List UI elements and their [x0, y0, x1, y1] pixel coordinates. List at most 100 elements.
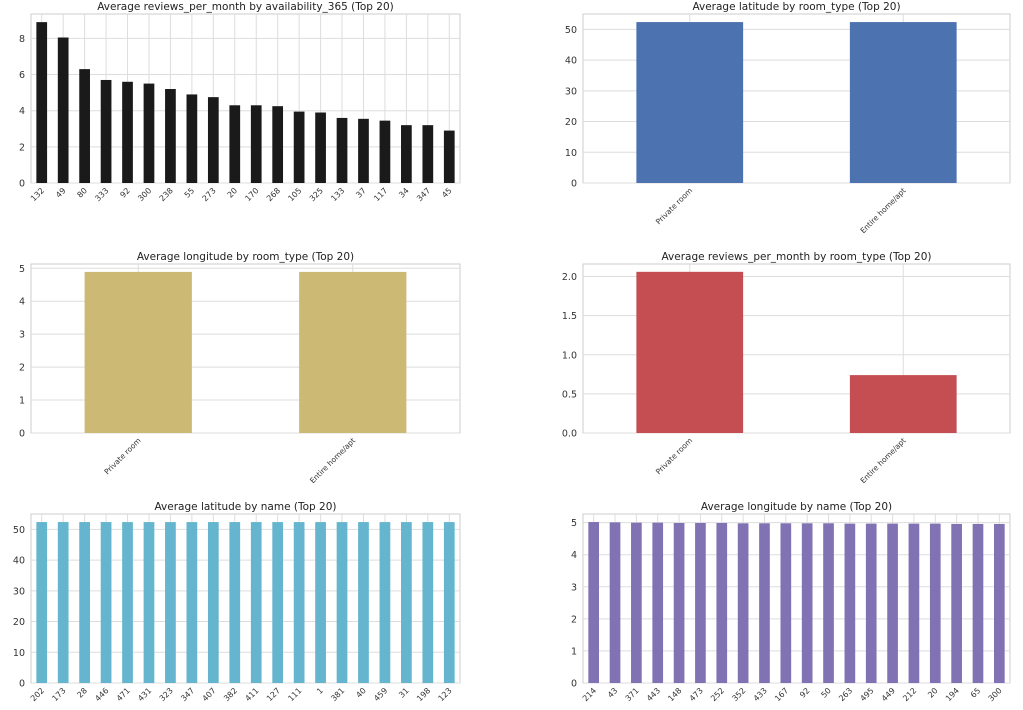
y-tick-label: 1: [19, 396, 25, 407]
x-tick-label: Entire home/apt: [858, 186, 907, 235]
y-tick-label: 0.5: [562, 389, 577, 400]
chart-title: Average reviews_per_month by availabilit…: [97, 1, 394, 13]
bar: [401, 522, 412, 683]
x-tick-label: 449: [880, 686, 897, 703]
bar: [780, 523, 792, 683]
bar: [336, 117, 348, 183]
y-tick-label: 1.0: [562, 350, 577, 361]
y-tick-label: 40: [565, 56, 577, 67]
x-tick-label: 92: [798, 686, 812, 700]
x-tick-label: 431: [136, 686, 153, 703]
x-tick-label: 495: [858, 686, 875, 703]
y-tick-label: 0: [571, 679, 577, 690]
bar: [272, 106, 284, 183]
y-tick-label: 10: [13, 648, 25, 659]
bar: [165, 89, 176, 183]
y-tick-label: 1.5: [562, 311, 577, 322]
x-tick-label: 31: [397, 686, 411, 700]
y-tick-label: 0: [19, 179, 25, 190]
bar: [36, 22, 48, 183]
bar: [207, 522, 219, 683]
x-tick-label: 443: [645, 686, 662, 703]
y-tick-label: 4: [19, 297, 25, 308]
x-tick-label: 473: [688, 686, 705, 703]
x-tick-label: 92: [118, 186, 132, 200]
x-tick-label: 45: [440, 186, 454, 200]
bar: [801, 523, 813, 683]
y-tick-label: 30: [565, 86, 577, 97]
x-tick-label: Private room: [654, 186, 694, 226]
bar: [57, 522, 69, 683]
bar: [673, 522, 685, 683]
bar: [908, 523, 920, 683]
y-tick-label: 5: [571, 518, 577, 529]
plot-area: [30, 513, 461, 684]
y-tick-label: 50: [565, 25, 577, 36]
bar: [186, 522, 198, 683]
y-tick-label: 20: [565, 117, 577, 128]
chart-panel-4: 0.0 0.5 1.0 1.5 2.0 Private room Entire home/a…: [562, 251, 1011, 485]
bar: [631, 522, 642, 683]
x-tick-label: 273: [201, 186, 218, 203]
bar: [84, 271, 192, 433]
x-tick-label: 252: [709, 686, 726, 703]
x-tick-label: Private room: [654, 436, 694, 476]
bar: [887, 523, 898, 683]
y-tick-label: 0: [19, 679, 25, 690]
x-tick-label: 238: [158, 186, 175, 203]
x-tick-label: 198: [415, 686, 432, 703]
bar: [993, 523, 1005, 683]
bar: [143, 522, 155, 683]
bar: [972, 523, 984, 683]
x-tick-label: 300: [987, 686, 1004, 703]
x-tick-label: 300: [136, 186, 153, 203]
x-tick-label: 117: [372, 186, 389, 203]
chart-panel-1: 0 2 4 6 8 132 49 80 333 92 300 238 55 273 20 170 268 105 3…: [19, 1, 461, 203]
x-tick-label: 202: [29, 686, 46, 703]
bar: [716, 522, 728, 683]
y-tick-label: 3: [19, 330, 25, 341]
x-tick-label: 55: [183, 186, 197, 200]
bar: [443, 130, 455, 183]
x-tick-label: 323: [158, 686, 175, 703]
y-tick-label: 10: [565, 148, 577, 159]
x-tick-label: 167: [773, 686, 790, 703]
x-tick-label: 173: [50, 686, 67, 703]
bar: [122, 522, 133, 683]
bar: [849, 22, 957, 184]
bar: [379, 120, 391, 183]
x-tick-label: 20: [226, 186, 240, 200]
x-tick-label: 34: [397, 186, 411, 200]
bar: [823, 523, 834, 683]
y-tick-label: 4: [571, 550, 577, 561]
x-tick-label: 40: [354, 686, 368, 700]
bar: [636, 22, 744, 184]
bar: [250, 105, 262, 183]
bar: [759, 523, 770, 683]
x-tick-label: 347: [415, 186, 432, 203]
chart-title: Average latitude by room_type (Top 20): [692, 1, 900, 13]
chart-title: Average latitude by name (Top 20): [154, 501, 336, 513]
bar: [422, 125, 434, 183]
x-tick-label: Private room: [102, 436, 142, 476]
chart-title: Average reviews_per_month by room_type (…: [661, 251, 931, 263]
bar: [865, 523, 877, 683]
x-tick-label: Entire home/apt: [858, 436, 907, 485]
bar: [695, 522, 706, 683]
bar: [100, 79, 112, 183]
x-tick-label: 471: [115, 686, 132, 703]
y-tick-label: 3: [571, 582, 577, 593]
x-tick-label: 263: [837, 686, 854, 703]
x-tick-label: 127: [265, 686, 282, 703]
bar: [299, 271, 407, 433]
bar: [443, 522, 455, 683]
bar: [272, 522, 284, 683]
x-tick-label: 212: [901, 686, 918, 703]
x-tick-label: 325: [308, 186, 325, 203]
y-tick-label: 4: [19, 106, 25, 117]
bar: [79, 69, 90, 183]
chart-panel-6: 0 1 2 3 4 5 214 43 371 443 148 473 252 352 433 167 92 50 2…: [571, 501, 1011, 703]
bar: [401, 125, 412, 183]
bar: [315, 112, 326, 183]
x-tick-label: 133: [329, 186, 346, 203]
